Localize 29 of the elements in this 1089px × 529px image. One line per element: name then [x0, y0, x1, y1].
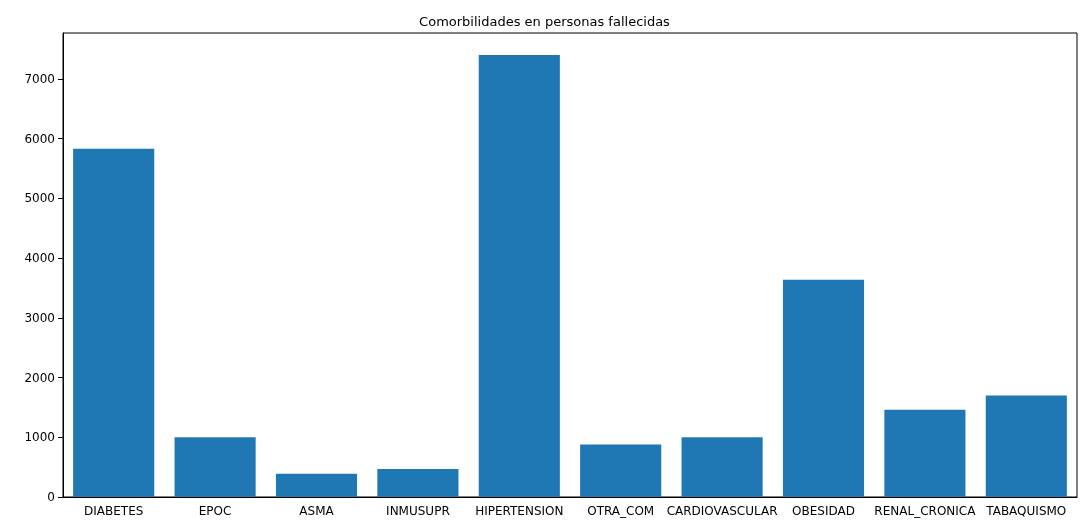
y-tick-label: 7000 — [24, 71, 55, 86]
x-tick-label: EPOC — [198, 504, 232, 518]
y-tick-label: 2000 — [24, 370, 55, 385]
x-tick-label: OBESIDAD — [792, 504, 855, 518]
bar — [73, 148, 155, 497]
bar — [681, 437, 763, 497]
bar — [478, 55, 560, 497]
bar — [174, 437, 256, 497]
x-tick-label: DIABETES — [84, 504, 144, 518]
y-tick-label: 0 — [47, 490, 55, 504]
bar — [884, 409, 966, 497]
bar — [275, 473, 358, 497]
x-tick-label: HIPERTENSION — [475, 504, 564, 518]
y-tick-label: 3000 — [24, 310, 55, 325]
x-tick-label: CARDIOVASCULAR — [666, 504, 778, 518]
x-tick-label: TABAQUISMO — [985, 504, 1067, 518]
bar — [782, 279, 865, 497]
bar — [377, 468, 459, 497]
y-tick-label: 4000 — [24, 251, 55, 266]
chart-title: Comorbilidades en personas fallecidas — [419, 14, 671, 29]
bar — [580, 444, 662, 497]
bar — [985, 395, 1067, 497]
x-tick-label: INMUSUPR — [386, 504, 450, 518]
y-tick-label: 1000 — [24, 430, 55, 445]
y-tick-label: 5000 — [24, 191, 55, 206]
x-tick-label: OTRA_COM — [587, 504, 655, 518]
y-tick-label: 6000 — [24, 131, 55, 146]
x-tick-label: RENAL_CRONICA — [874, 504, 977, 518]
x-tick-label: ASMA — [299, 504, 335, 518]
